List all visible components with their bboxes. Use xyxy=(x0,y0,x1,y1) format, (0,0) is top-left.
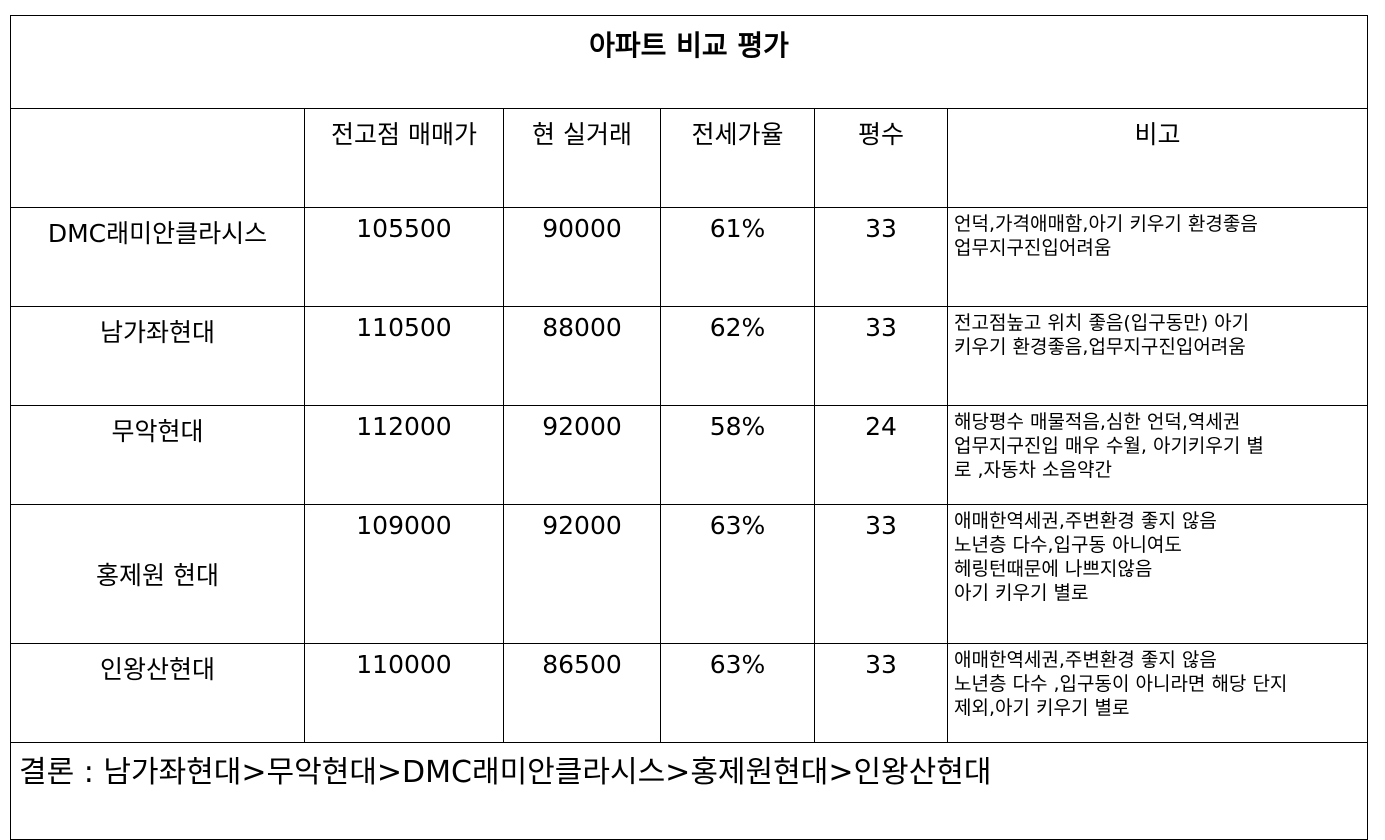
jeonse-ratio: 58% xyxy=(660,405,815,505)
peak-price: 112000 xyxy=(304,405,504,505)
apartment-size: 33 xyxy=(814,306,948,406)
header-empty xyxy=(10,108,305,208)
apartment-size: 33 xyxy=(814,207,948,307)
note-line: 언덕,가격애매함,아기 키우기 환경좋음 xyxy=(954,213,1258,235)
jeonse-ratio: 63% xyxy=(660,504,815,644)
apartment-name: 무악현대 xyxy=(10,405,305,505)
jeonse-ratio: 63% xyxy=(660,643,815,743)
header-current-price: 현 실거래 xyxy=(503,108,661,208)
peak-price: 109000 xyxy=(304,504,504,644)
note-line: 노년층 다수 ,입구동이 아니라면 해당 단지 xyxy=(954,673,1288,695)
peak-price: 105500 xyxy=(304,207,504,307)
apartment-name: 홍제원 현대 xyxy=(10,504,305,644)
conclusion-text: 결론 : 남가좌현대>무악현대>DMC래미안클라시스>홍제원현대>인왕산현대 xyxy=(9,742,1369,840)
current-price: 86500 xyxy=(503,643,661,743)
jeonse-ratio: 62% xyxy=(660,306,815,406)
notes-cell: 애매한역세권,주변환경 좋지 않음 노년층 다수,입구동 아니여도 헤링턴때문에… xyxy=(946,504,1369,644)
apartment-name: 인왕산현대 xyxy=(10,643,305,743)
current-price: 92000 xyxy=(503,405,661,505)
table-title: 아파트 비교 평가 xyxy=(9,15,1369,109)
apartment-size: 33 xyxy=(814,504,948,644)
comparison-table: 아파트 비교 평가 전고점 매매가 현 실거래 전세가율 평수 비고 DMC래미… xyxy=(9,15,1369,840)
table-row: 인왕산현대 110000 86500 63% 33 애매한역세권,주변환경 좋지… xyxy=(10,643,1369,743)
current-price: 90000 xyxy=(503,207,661,307)
table-row: 홍제원 현대 109000 92000 63% 33 애매한역세권,주변환경 좋… xyxy=(10,504,1369,644)
jeonse-ratio: 61% xyxy=(660,207,815,307)
note-line: 제외,아기 키우기 별로 xyxy=(954,697,1130,719)
current-price: 92000 xyxy=(503,504,661,644)
note-line: 로 ,자동차 소음약간 xyxy=(954,459,1112,481)
header-jeonse-ratio: 전세가율 xyxy=(660,108,815,208)
notes-cell: 언덕,가격애매함,아기 키우기 환경좋음 업무지구진입어려움 xyxy=(946,207,1369,307)
note-line: 아기 키우기 별로 xyxy=(954,582,1089,604)
notes-cell: 해당평수 매물적음,심한 언덕,역세권 업무지구진입 매우 수월, 아기키우기 … xyxy=(946,405,1369,505)
note-line: 헤링턴때문에 나쁘지않음 xyxy=(954,558,1153,580)
note-line: 업무지구진입 매우 수월, 아기키우기 별 xyxy=(954,435,1264,457)
note-line: 해당평수 매물적음,심한 언덕,역세권 xyxy=(954,411,1241,433)
note-line: 노년층 다수,입구동 아니여도 xyxy=(954,534,1182,556)
apartment-size: 24 xyxy=(814,405,948,505)
notes-cell: 애매한역세권,주변환경 좋지 않음 노년층 다수 ,입구동이 아니라면 해당 단… xyxy=(946,643,1369,743)
peak-price: 110000 xyxy=(304,643,504,743)
note-line: 애매한역세권,주변환경 좋지 않음 xyxy=(954,510,1217,532)
apartment-name: 남가좌현대 xyxy=(10,306,305,406)
note-line: 애매한역세권,주변환경 좋지 않음 xyxy=(954,649,1217,671)
conclusion-row: 결론 : 남가좌현대>무악현대>DMC래미안클라시스>홍제원현대>인왕산현대 xyxy=(9,742,1369,840)
notes-cell: 전고점높고 위치 좋음(입구동만) 아기 키우기 환경좋음,업무지구진입어려움 xyxy=(946,306,1369,406)
header-notes: 비고 xyxy=(946,108,1369,208)
table-row: 무악현대 112000 92000 58% 24 해당평수 매물적음,심한 언덕… xyxy=(10,405,1369,505)
current-price: 88000 xyxy=(503,306,661,406)
apartment-size: 33 xyxy=(814,643,948,743)
title-row: 아파트 비교 평가 xyxy=(9,15,1369,109)
header-peak-price: 전고점 매매가 xyxy=(304,108,504,208)
note-line: 업무지구진입어려움 xyxy=(954,237,1112,259)
header-row: 전고점 매매가 현 실거래 전세가율 평수 비고 xyxy=(10,108,1369,208)
table-row: DMC래미안클라시스 105500 90000 61% 33 언덕,가격애매함,… xyxy=(10,207,1369,307)
apartment-name: DMC래미안클라시스 xyxy=(10,207,305,307)
note-line: 키우기 환경좋음,업무지구진입어려움 xyxy=(954,336,1246,358)
table-row: 남가좌현대 110500 88000 62% 33 전고점높고 위치 좋음(입구… xyxy=(10,306,1369,406)
note-line: 전고점높고 위치 좋음(입구동만) 아기 xyxy=(954,312,1250,334)
header-size: 평수 xyxy=(814,108,948,208)
peak-price: 110500 xyxy=(304,306,504,406)
